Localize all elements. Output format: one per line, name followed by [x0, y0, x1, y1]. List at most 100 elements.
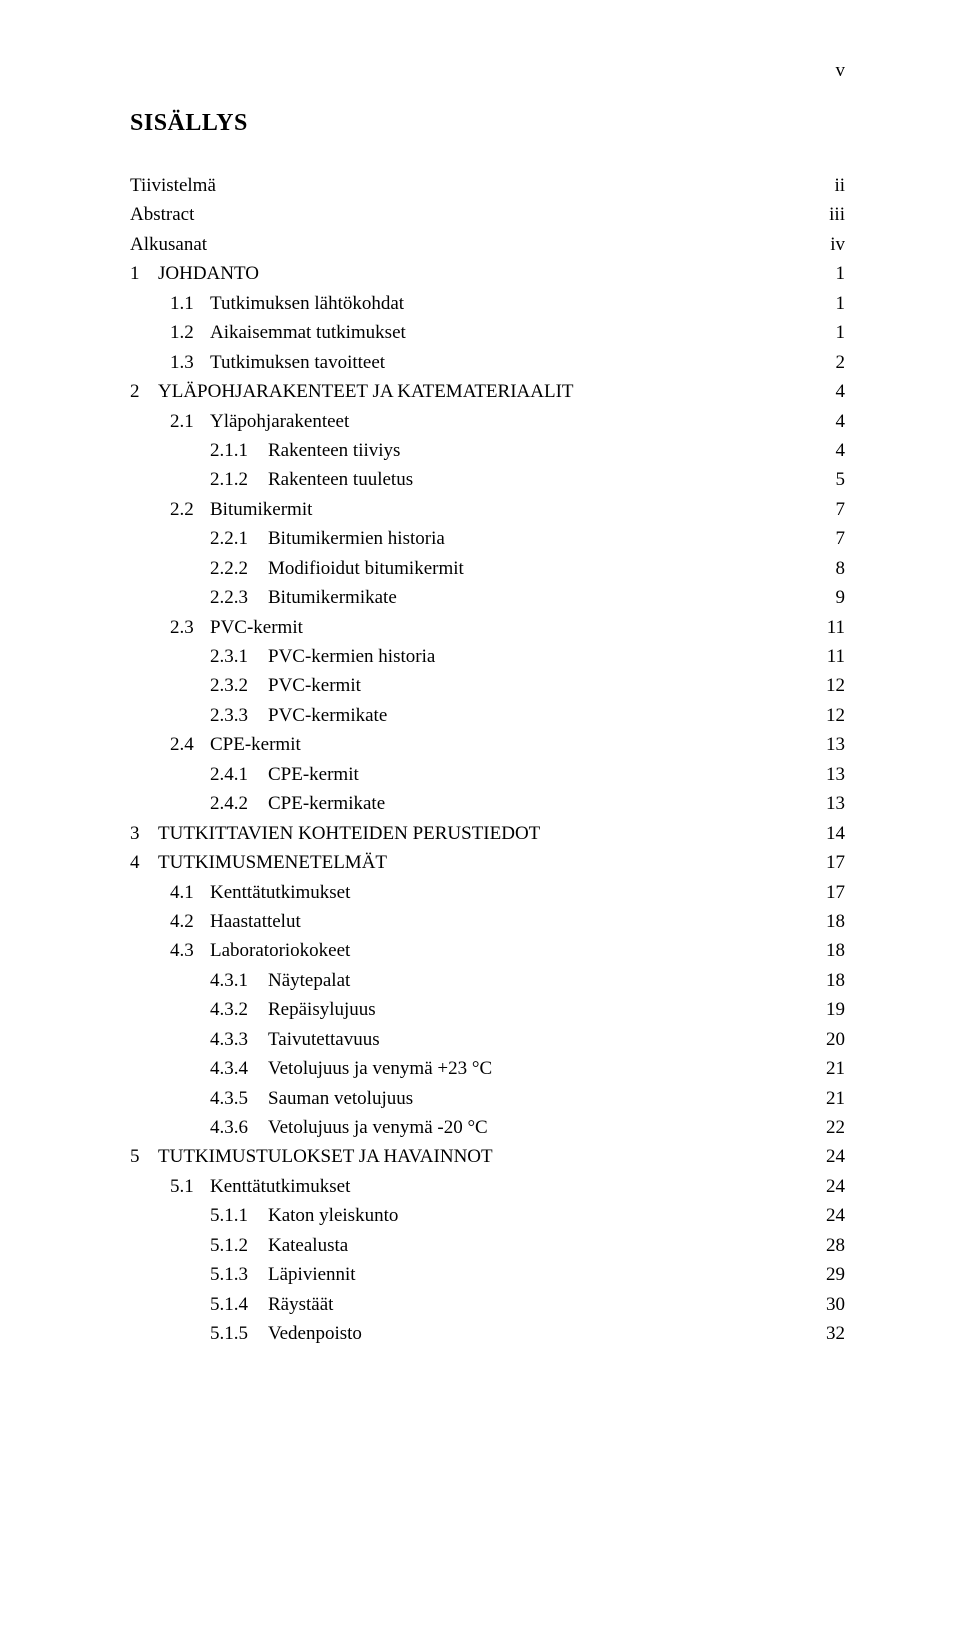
toc-entry-page: 1 — [821, 289, 845, 318]
toc-entry-number: 4.3.5 — [210, 1084, 268, 1113]
toc-entry: Abstractiii — [130, 200, 845, 229]
toc-entry-number: 2.2.3 — [210, 583, 268, 612]
toc-entry-page: 21 — [821, 1084, 845, 1113]
toc-entry-text: Sauman vetolujuus — [268, 1084, 413, 1113]
toc-entry-number: 2.3.2 — [210, 671, 268, 700]
toc-entry: 5TUTKIMUSTULOKSET JA HAVAINNOT24 — [130, 1142, 845, 1171]
toc-entry: 2YLÄPOHJARAKENTEET JA KATEMATERIAALIT4 — [130, 377, 845, 406]
toc-entry-number: 2.1.2 — [210, 465, 268, 494]
toc-entry-number: 1.2 — [170, 318, 210, 347]
toc-entry-page: 14 — [821, 819, 845, 848]
toc-entry-number: 2.4.2 — [210, 789, 268, 818]
toc-entry: 1.3Tutkimuksen tavoitteet2 — [130, 348, 845, 377]
table-of-contents: TiivistelmäiiAbstractiiiAlkusanativ1JOHD… — [130, 171, 845, 1349]
toc-entry-page: iv — [821, 230, 845, 259]
toc-entry: 4.1Kenttätutkimukset17 — [130, 878, 845, 907]
toc-entry: 2.3.3PVC-kermikate12 — [130, 701, 845, 730]
toc-entry: 2.2.3Bitumikermikate 9 — [130, 583, 845, 612]
toc-entry: 2.4.2CPE-kermikate13 — [130, 789, 845, 818]
toc-entry-text: Aikaisemmat tutkimukset — [210, 318, 406, 347]
toc-entry-text: TUTKITTAVIEN KOHTEIDEN PERUSTIEDOT — [158, 819, 540, 848]
toc-entry-page: 12 — [821, 701, 845, 730]
toc-entry-page: 13 — [821, 760, 845, 789]
toc-entry-number: 4.3.1 — [210, 966, 268, 995]
toc-entry-text: Bitumikermien historia — [268, 524, 445, 553]
toc-entry: 2.2.2Modifioidut bitumikermit 8 — [130, 554, 845, 583]
toc-entry-page: 19 — [821, 995, 845, 1024]
toc-entry-page: 5 — [821, 465, 845, 494]
toc-entry-page: 11 — [821, 613, 845, 642]
toc-entry: 4.3Laboratoriokokeet18 — [130, 936, 845, 965]
toc-entry-number: 5.1.3 — [210, 1260, 268, 1289]
toc-entry: 4.2Haastattelut 18 — [130, 907, 845, 936]
toc-entry-text: Bitumikermikate — [268, 583, 397, 612]
toc-entry-page: 24 — [821, 1172, 845, 1201]
toc-entry-page: 8 — [821, 554, 845, 583]
toc-entry-number: 2.4.1 — [210, 760, 268, 789]
toc-entry-text: Haastattelut — [210, 907, 301, 936]
toc-entry: 4.3.1Näytepalat18 — [130, 966, 845, 995]
toc-entry-page: 13 — [821, 789, 845, 818]
toc-entry: 5.1.4Räystäät30 — [130, 1290, 845, 1319]
toc-entry-text: Repäisylujuus — [268, 995, 376, 1024]
toc-entry-text: Taivutettavuus — [268, 1025, 380, 1054]
toc-entry-number: 5 — [130, 1142, 158, 1171]
toc-entry-page: 18 — [821, 936, 845, 965]
toc-entry: 2.3PVC-kermit11 — [130, 613, 845, 642]
toc-entry-page: 18 — [821, 907, 845, 936]
toc-entry-number: 4.3.6 — [210, 1113, 268, 1142]
toc-entry-text: Näytepalat — [268, 966, 350, 995]
toc-entry-page: 30 — [821, 1290, 845, 1319]
toc-entry-page: 17 — [821, 878, 845, 907]
toc-entry-page: 22 — [821, 1113, 845, 1142]
toc-entry-page: 32 — [821, 1319, 845, 1348]
toc-entry-number: 2.4 — [170, 730, 210, 759]
toc-entry: 4.3.4Vetolujuus ja venymä +23 °C21 — [130, 1054, 845, 1083]
toc-entry-page: 29 — [821, 1260, 845, 1289]
toc-entry-page: 7 — [821, 495, 845, 524]
toc-entry-text: Tutkimuksen lähtökohdat — [210, 289, 404, 318]
toc-entry-number: 4.2 — [170, 907, 210, 936]
toc-entry-page: 21 — [821, 1054, 845, 1083]
toc-entry-number: 5.1.1 — [210, 1201, 268, 1230]
toc-entry-number: 5.1.4 — [210, 1290, 268, 1319]
toc-entry-page: 2 — [821, 348, 845, 377]
toc-entry-text: Yläpohjarakenteet — [210, 407, 349, 436]
toc-entry-number: 2.2.2 — [210, 554, 268, 583]
toc-entry-number: 2.1.1 — [210, 436, 268, 465]
toc-entry: 4.3.2Repäisylujuus19 — [130, 995, 845, 1024]
toc-entry: 5.1Kenttätutkimukset24 — [130, 1172, 845, 1201]
toc-entry-number: 2.2 — [170, 495, 210, 524]
toc-entry-text: JOHDANTO — [158, 259, 259, 288]
toc-entry-number: 5.1.5 — [210, 1319, 268, 1348]
toc-entry: 2.4CPE-kermit13 — [130, 730, 845, 759]
toc-entry-text: Vedenpoisto — [268, 1319, 362, 1348]
toc-entry-text: Kenttätutkimukset — [210, 1172, 350, 1201]
toc-entry: 2.3.1PVC-kermien historia11 — [130, 642, 845, 671]
toc-entry-page: 11 — [821, 642, 845, 671]
toc-entry-text: Rakenteen tiiviys — [268, 436, 400, 465]
toc-entry-page: 13 — [821, 730, 845, 759]
toc-entry-page: 9 — [821, 583, 845, 612]
page-number: v — [130, 60, 845, 82]
toc-entry: 2.2.1Bitumikermien historia7 — [130, 524, 845, 553]
toc-entry-number: 3 — [130, 819, 158, 848]
toc-entry-page: iii — [821, 200, 845, 229]
toc-entry: 5.1.3Läpiviennit 29 — [130, 1260, 845, 1289]
toc-entry: 4TUTKIMUSMENETELMÄT 17 — [130, 848, 845, 877]
toc-entry: 1.1Tutkimuksen lähtökohdat1 — [130, 289, 845, 318]
toc-entry-number: 4 — [130, 848, 158, 877]
toc-entry: Alkusanativ — [130, 230, 845, 259]
toc-entry-text: Modifioidut bitumikermit — [268, 554, 464, 583]
toc-entry-text: Rakenteen tuuletus — [268, 465, 413, 494]
toc-entry-text: Läpiviennit — [268, 1260, 356, 1289]
toc-entry-page: ii — [821, 171, 845, 200]
toc-entry: 4.3.5Sauman vetolujuus 21 — [130, 1084, 845, 1113]
toc-entry-number: 2.1 — [170, 407, 210, 436]
toc-entry-number: 5.1.2 — [210, 1231, 268, 1260]
toc-entry-text: TUTKIMUSMENETELMÄT — [158, 848, 387, 877]
toc-entry-page: 17 — [821, 848, 845, 877]
toc-entry-text: PVC-kermikate — [268, 701, 387, 730]
toc-entry-number: 1.3 — [170, 348, 210, 377]
toc-entry-number: 2.3 — [170, 613, 210, 642]
